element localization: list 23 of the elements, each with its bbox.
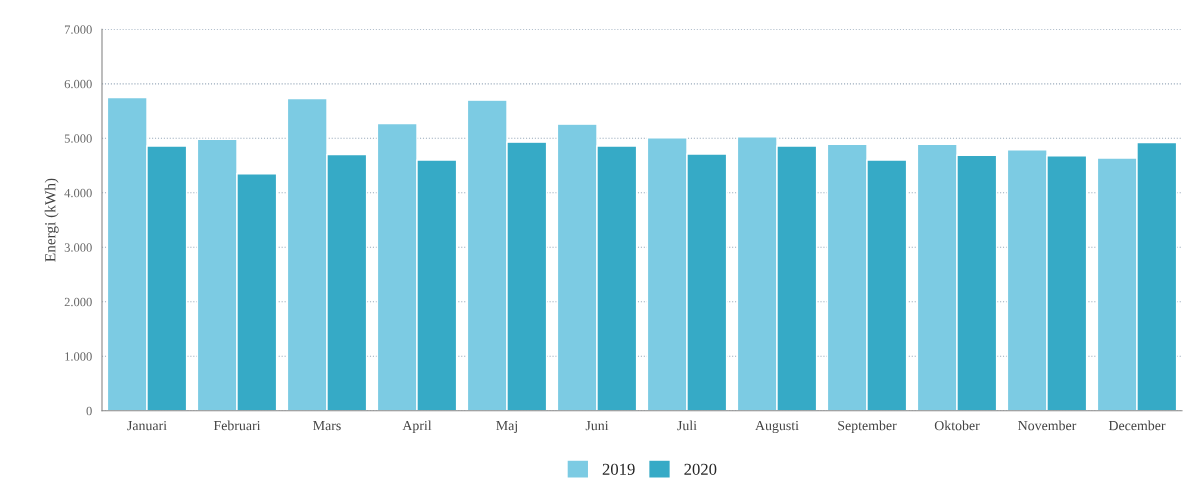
x-tick-label: Juli (677, 420, 697, 431)
x-tick-label: September (838, 420, 897, 434)
y-tick-label: 2.000 (64, 297, 92, 307)
x-tick-label: Maj (496, 420, 517, 434)
x-tick-label: April (402, 420, 432, 434)
y-tick-label: 3.000 (64, 243, 92, 252)
x-tick-label: Januari (127, 420, 167, 431)
x-tick-label: Februari (213, 420, 261, 431)
x-tick-label: Oktober (934, 420, 980, 431)
y-tick-label: 1.000 (65, 352, 92, 361)
x-tick-label: Augusti (755, 420, 799, 434)
legend-label: 2019 (602, 463, 635, 475)
x-tick-label: December (1108, 420, 1166, 431)
legend-label: 2020 (684, 463, 717, 475)
x-tick-label: Mars (313, 421, 341, 431)
y-tick-label: 6.000 (64, 79, 92, 89)
x-tick-label: November (1018, 420, 1077, 431)
y-axis-title: Energi (kWh) (44, 178, 59, 262)
y-tick-label: 0 (86, 406, 92, 416)
y-tick-label: 7.000 (64, 25, 92, 34)
x-tick-label: Juni (585, 420, 609, 431)
y-tick-label: 5.000 (64, 134, 92, 143)
y-tick-label: 4.000 (64, 188, 92, 198)
